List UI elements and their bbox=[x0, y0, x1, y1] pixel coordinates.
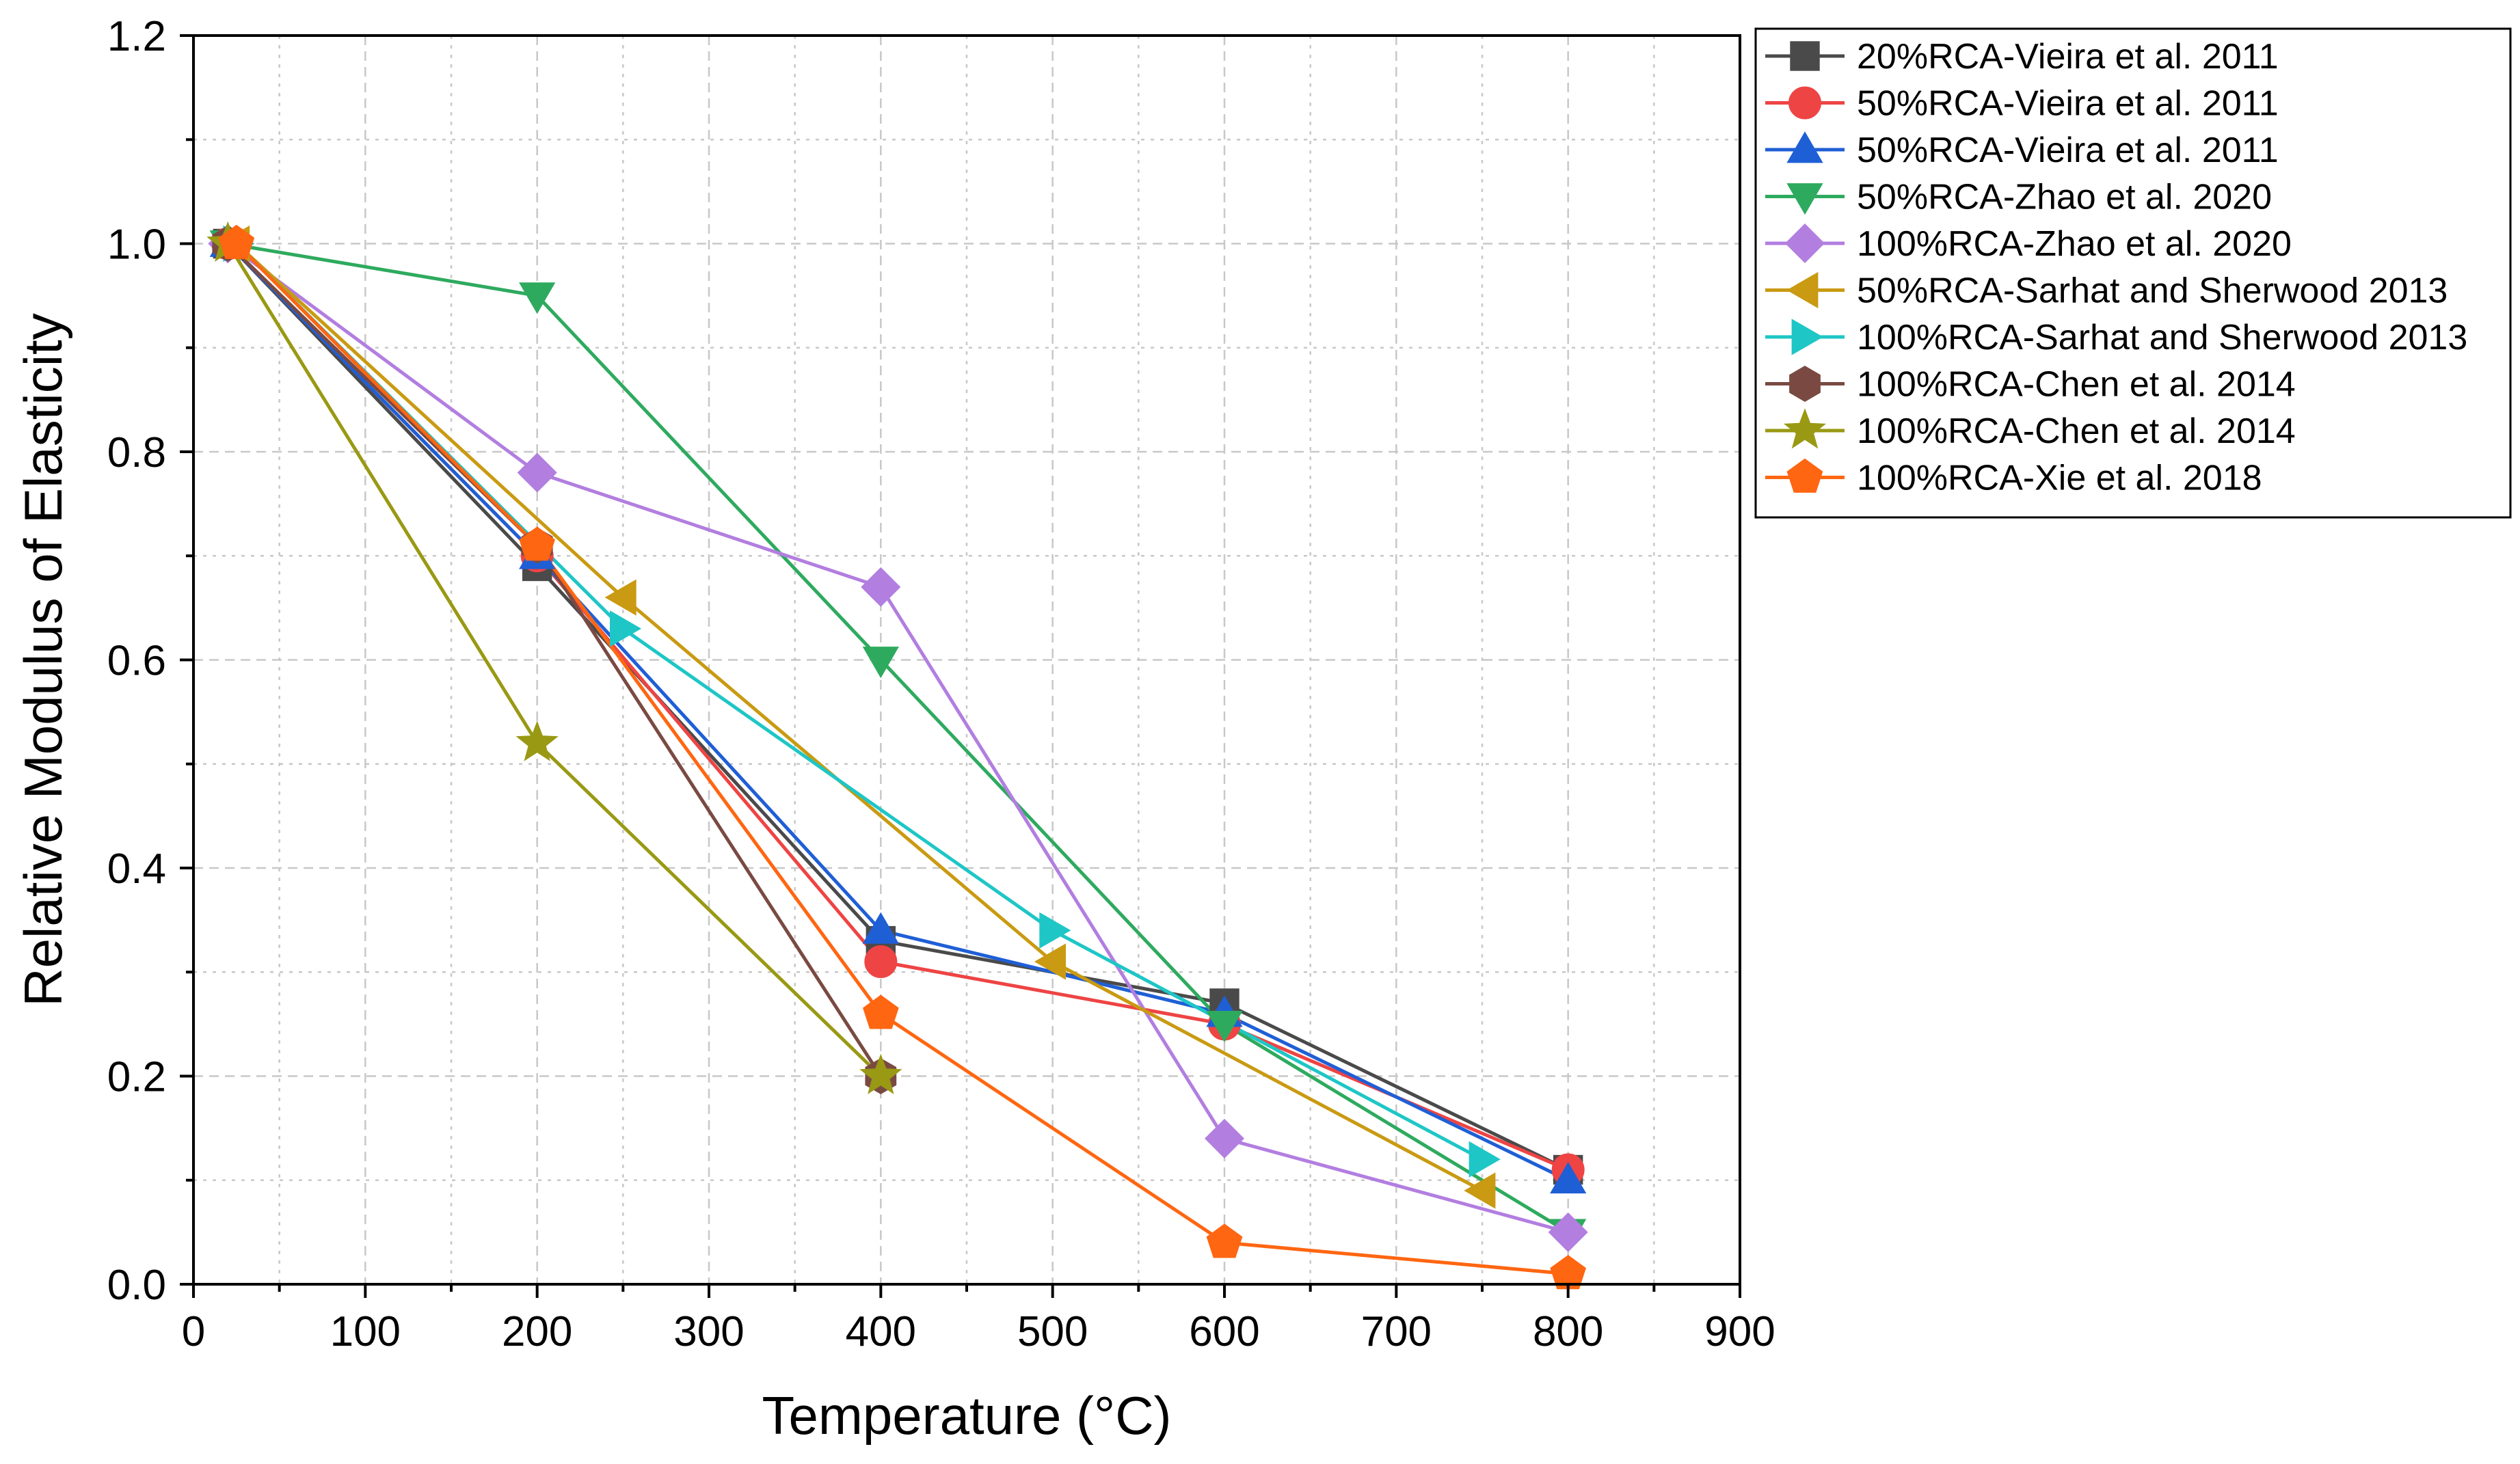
data-point-series-6 bbox=[1464, 1172, 1496, 1209]
data-point-series-3 bbox=[862, 912, 899, 944]
x-tick-label: 700 bbox=[1361, 1308, 1432, 1355]
y-tick-label: 0.6 bbox=[107, 638, 166, 685]
legend-item: 50%RCA-Zhao et al. 2020 bbox=[1765, 178, 2272, 217]
x-tick-label: 600 bbox=[1189, 1308, 1259, 1355]
y-tick-label: 1.2 bbox=[107, 13, 166, 60]
legend-marker bbox=[1786, 131, 1823, 163]
legend-marker bbox=[1791, 318, 1823, 355]
legend-item: 20%RCA-Vieira et al. 2011 bbox=[1765, 37, 2279, 77]
legend-label: 50%RCA-Vieira et al. 2011 bbox=[1857, 131, 2279, 170]
legend-label: 100%RCA-Chen et al. 2014 bbox=[1857, 411, 2296, 451]
data-point-series-4 bbox=[1206, 1011, 1243, 1043]
data-point-series-9 bbox=[859, 1053, 902, 1094]
x-tick-label: 400 bbox=[846, 1308, 916, 1355]
legend-label: 100%RCA-Sarhat and Sherwood 2013 bbox=[1857, 318, 2467, 357]
data-point-series-5 bbox=[861, 567, 901, 607]
tick-labels: 0 100 200 300 400 500 600 700 800 900 0.0 0.2 0.4 0.6… bbox=[107, 13, 1775, 1355]
legend-label: 20%RCA-Vieira et al. 2011 bbox=[1857, 37, 2279, 77]
data-point-series-10 bbox=[863, 994, 899, 1029]
series-lines bbox=[226, 242, 1569, 1276]
series-line-7 bbox=[235, 242, 1484, 1161]
y-axis-title: Relative Modulus of Elasticity bbox=[13, 313, 73, 1006]
series-line-1 bbox=[226, 242, 1569, 1171]
legend: 20%RCA-Vieira et al. 2011 50%RCA-Vieira e… bbox=[1754, 27, 2512, 519]
legend-marker bbox=[1784, 223, 1825, 264]
legend-marker bbox=[1786, 183, 1823, 215]
data-point-series-10 bbox=[1206, 1223, 1243, 1258]
legend-label: 100%RCA-Zhao et al. 2020 bbox=[1857, 224, 2292, 264]
legend-label: 50%RCA-Vieira et al. 2011 bbox=[1857, 84, 2279, 124]
legend-label: 50%RCA-Zhao et al. 2020 bbox=[1857, 178, 2272, 217]
data-point-series-6 bbox=[604, 579, 636, 616]
legend-item: 100%RCA-Zhao et al. 2020 bbox=[1765, 223, 2292, 264]
data-point-series-4 bbox=[862, 647, 899, 679]
data-point-series-2 bbox=[864, 945, 898, 979]
data-point-series-3 bbox=[1550, 1162, 1587, 1194]
data-point-series-4 bbox=[519, 282, 556, 314]
data-point-series-5 bbox=[517, 452, 557, 493]
x-tick-label: 200 bbox=[502, 1308, 572, 1355]
series-line-2 bbox=[226, 242, 1569, 1171]
series-markers bbox=[206, 221, 1588, 1290]
data-point-series-5 bbox=[1204, 1118, 1245, 1158]
legend-item: 100%RCA-Chen et al. 2014 bbox=[1765, 408, 2296, 451]
legend-item: 100%RCA-Sarhat and Sherwood 2013 bbox=[1765, 318, 2467, 357]
x-tick-label: 100 bbox=[330, 1308, 401, 1355]
legend-item: 50%RCA-Vieira et al. 2011 bbox=[1765, 131, 2279, 170]
data-point-series-6 bbox=[1034, 943, 1066, 980]
legend-box bbox=[1754, 27, 2512, 519]
legend-marker bbox=[1790, 41, 1820, 71]
data-point-series-9 bbox=[515, 720, 559, 761]
series-line-3 bbox=[226, 242, 1569, 1182]
x-tick-label: 0 bbox=[182, 1308, 205, 1355]
legend-item: 50%RCA-Sarhat and Sherwood 2013 bbox=[1765, 271, 2448, 311]
legend-marker bbox=[1789, 366, 1821, 402]
legend-item: 100%RCA-Xie et al. 2018 bbox=[1765, 459, 2262, 498]
data-point-series-7 bbox=[1039, 912, 1071, 949]
data-point-series-7 bbox=[610, 610, 642, 647]
data-point-series-7 bbox=[1469, 1141, 1501, 1178]
legend-marker bbox=[1786, 458, 1823, 493]
legend-marker bbox=[1786, 271, 1819, 309]
x-tick-label: 300 bbox=[673, 1308, 744, 1355]
y-tick-label: 0.4 bbox=[107, 845, 166, 893]
x-tick-label: 900 bbox=[1704, 1308, 1775, 1355]
data-point-series-5 bbox=[1548, 1212, 1588, 1252]
legend-label: 100%RCA-Xie et al. 2018 bbox=[1857, 459, 2262, 498]
legend-marker bbox=[1783, 408, 1827, 449]
y-tick-label: 0.8 bbox=[107, 429, 166, 476]
y-tick-label: 0.0 bbox=[107, 1262, 166, 1309]
data-point-series-10 bbox=[519, 526, 555, 561]
x-axis-title: Temperature (°C) bbox=[762, 1385, 1171, 1446]
x-tick-label: 500 bbox=[1017, 1308, 1088, 1355]
y-tick-label: 1.0 bbox=[107, 221, 166, 269]
grid-lines bbox=[193, 36, 1740, 1284]
legend-label: 50%RCA-Sarhat and Sherwood 2013 bbox=[1857, 271, 2448, 311]
axes bbox=[180, 34, 1741, 1298]
legend-item: 100%RCA-Chen et al. 2014 bbox=[1765, 365, 2296, 405]
x-tick-label: 800 bbox=[1533, 1308, 1603, 1355]
legend-item: 50%RCA-Vieira et al. 2011 bbox=[1765, 84, 2279, 124]
y-tick-label: 0.2 bbox=[107, 1054, 166, 1101]
legend-label: 100%RCA-Chen et al. 2014 bbox=[1857, 365, 2296, 405]
data-point-series-10 bbox=[218, 224, 255, 259]
legend-marker bbox=[1788, 86, 1821, 120]
